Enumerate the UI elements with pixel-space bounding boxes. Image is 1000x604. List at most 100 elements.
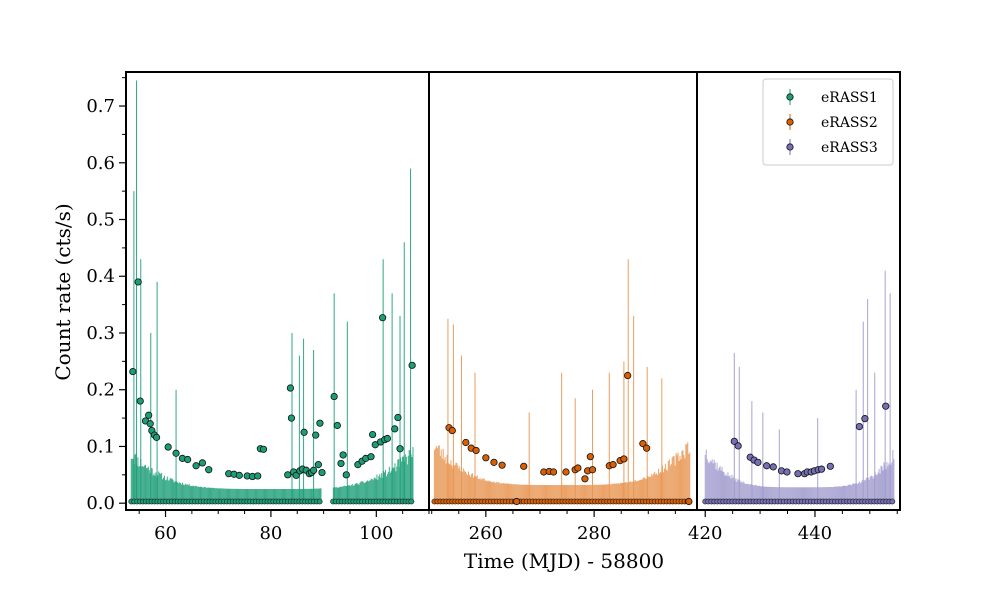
data-point (794, 470, 802, 478)
data-point (316, 419, 324, 427)
data-point (284, 471, 292, 479)
erass3-points (730, 402, 890, 478)
legend-marker (786, 118, 794, 126)
data-point (330, 392, 338, 401)
data-point (513, 497, 521, 506)
data-point (498, 461, 506, 469)
data-point (316, 498, 323, 505)
data-point (391, 425, 399, 433)
data-point (192, 462, 200, 470)
data-point (826, 462, 834, 470)
y-tick-label: 0.0 (86, 493, 115, 514)
panel-frame (696, 71, 901, 511)
x-axis-label: Time (MJD) - 58800 (464, 549, 664, 573)
data-point (763, 462, 771, 470)
data-point (146, 420, 154, 428)
erass3-zero-markers (702, 498, 896, 505)
legend-box (762, 78, 894, 166)
erass1-zero-markers (128, 498, 415, 505)
x-tick-label: 60 (154, 523, 177, 544)
data-point (134, 278, 142, 286)
y-tick-label: 0.5 (86, 210, 115, 231)
erass3-x-axis: 420 440 (688, 510, 898, 544)
x-tick-label: 280 (577, 523, 611, 544)
data-point (339, 451, 347, 459)
legend-label: eRASS3 (821, 140, 878, 156)
y-axis: 0.0 0.1 0.2 0.3 0.4 0.5 0.6 0.7 (86, 77, 126, 514)
data-point (855, 422, 864, 431)
data-point (482, 454, 490, 462)
x-tick-label: 440 (798, 523, 832, 544)
data-point (624, 371, 632, 380)
data-point (817, 465, 826, 473)
panel-frame (428, 71, 698, 511)
data-point (588, 466, 597, 474)
data-point (292, 471, 300, 479)
data-point (462, 438, 470, 447)
x-tick-label: 260 (469, 523, 503, 544)
data-point (136, 397, 144, 405)
data-point (259, 445, 268, 453)
data-point (312, 431, 320, 439)
data-point (184, 455, 192, 464)
data-point (254, 472, 262, 480)
data-point (472, 446, 480, 455)
y-tick-label: 0.6 (86, 153, 115, 174)
data-point (369, 430, 377, 439)
data-point (734, 442, 742, 450)
data-point (172, 449, 180, 457)
legend: eRASS1 eRASS2 eRASS3 (762, 78, 894, 166)
chart-panels: 60 80 100 260 280 420 440 (125, 71, 901, 544)
y-tick-label: 0.4 (86, 266, 115, 287)
erass2-zero-markers (431, 498, 691, 505)
data-point (198, 459, 207, 467)
data-point (309, 466, 318, 474)
data-point (333, 421, 341, 430)
data-point (685, 497, 693, 506)
data-point (145, 411, 153, 419)
data-point (314, 461, 322, 469)
data-point (620, 455, 628, 463)
erass1-x-axis: 60 80 100 (138, 510, 430, 544)
erass1-points (129, 278, 416, 481)
data-point (152, 433, 161, 441)
data-point (581, 475, 589, 483)
data-point (639, 440, 647, 448)
data-point (300, 428, 308, 436)
data-point (342, 471, 350, 479)
data-point (490, 458, 498, 466)
data-point (769, 463, 777, 471)
data-point (882, 402, 890, 410)
panel-erass1: 60 80 100 (125, 71, 430, 544)
data-point (549, 468, 558, 476)
data-point (754, 458, 762, 466)
x-tick-label: 80 (259, 523, 282, 544)
data-point (861, 415, 869, 423)
legend-label: eRASS2 (821, 115, 878, 131)
data-point (520, 462, 528, 470)
erass1-error-bars (130, 80, 414, 504)
data-point (287, 414, 296, 422)
data-point (448, 426, 456, 435)
data-point (730, 437, 738, 445)
data-point (408, 361, 416, 369)
data-point (586, 453, 594, 461)
erass3-error-bars (704, 270, 895, 504)
data-point (783, 468, 791, 476)
data-point (205, 466, 213, 474)
y-tick-label: 0.7 (86, 96, 115, 117)
erass2-points (445, 371, 693, 506)
panel-erass2: 260 280 (428, 71, 698, 544)
data-point (396, 445, 404, 453)
legend-label: eRASS1 (821, 90, 878, 106)
x-tick-label: 100 (359, 523, 393, 544)
erass2-x-axis: 260 280 (431, 510, 676, 544)
data-point (408, 498, 415, 505)
y-tick-label: 0.3 (86, 323, 115, 344)
data-point (609, 461, 617, 469)
data-point (574, 464, 582, 472)
data-point (394, 413, 402, 422)
erass2-error-bars (433, 259, 691, 504)
